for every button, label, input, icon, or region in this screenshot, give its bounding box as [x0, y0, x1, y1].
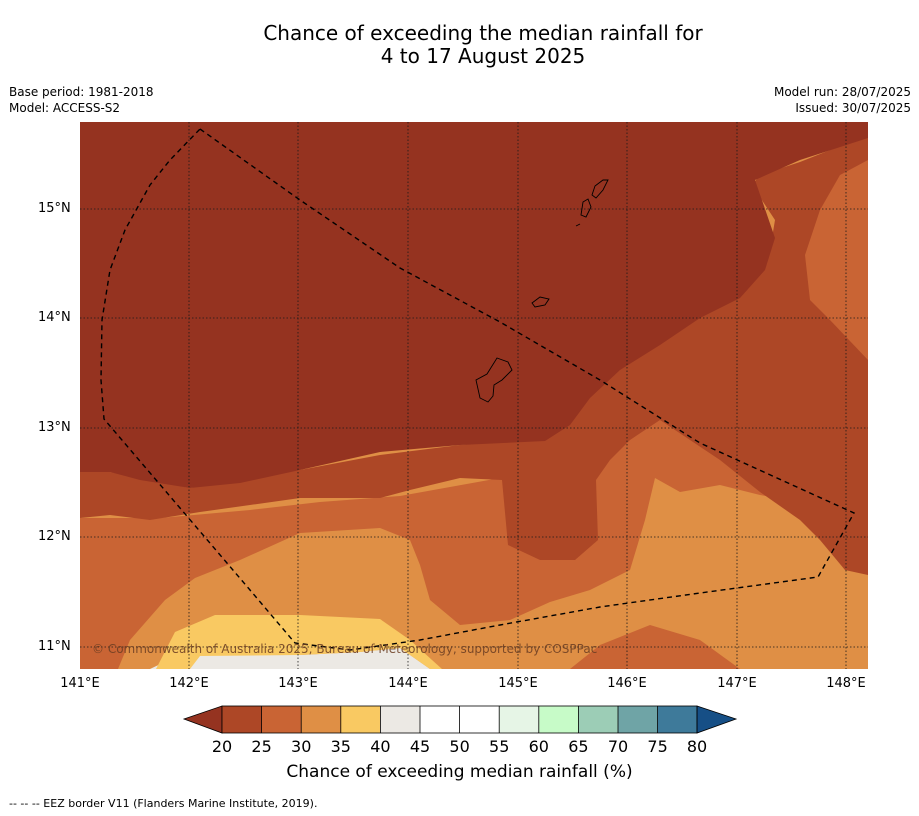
issued-date: Issued: 30/07/2025 — [795, 101, 911, 115]
title-line-2: 4 to 17 August 2025 — [380, 44, 586, 68]
lon-label-147e: 147°E — [717, 676, 757, 691]
copyright-notice: © Commonwealth of Australia 2025, Bureau… — [92, 642, 598, 656]
eez-footnote: -- -- -- EEZ border V11 (Flanders Marine… — [9, 797, 318, 810]
band-20-25 — [80, 135, 868, 575]
aguijan-island — [575, 223, 581, 227]
lon-label-148e: 148°E — [826, 676, 866, 691]
islands — [475, 179, 609, 403]
tinian-island — [580, 198, 592, 218]
lon-label-144e: 144°E — [388, 676, 428, 691]
rota-island — [531, 296, 550, 308]
colorbar — [182, 705, 738, 734]
colorbar-tick-35: 35 — [330, 737, 351, 756]
lat-label-13n: 13°N — [38, 420, 71, 435]
colorbar-tick-45: 45 — [409, 737, 431, 756]
band-35-40 — [156, 615, 442, 669]
lat-label-14n: 14°N — [38, 310, 71, 325]
eez-border — [100, 128, 855, 651]
colorbar-tick-80: 80 — [686, 737, 708, 756]
saipan-island — [591, 179, 609, 199]
colorbar-tick-75: 75 — [647, 737, 668, 756]
lat-label-15n: 15°N — [38, 201, 71, 216]
meta-right: Model run: 28/07/2025 Issued: 30/07/2025 — [774, 84, 911, 116]
colorbar-label: Chance of exceeding median rainfall (%) — [286, 762, 633, 782]
guam-island — [475, 357, 513, 403]
lon-label-146e: 146°E — [607, 676, 647, 691]
base-period: Base period: 1981-2018 — [9, 85, 154, 99]
colorbar-tick-30: 30 — [291, 737, 312, 756]
colorbar-tick-55: 55 — [489, 737, 510, 756]
lat-label-11n: 11°N — [38, 639, 71, 654]
band-below-20 — [80, 122, 868, 488]
colorbar-tick-65: 65 — [568, 737, 589, 756]
colorbar-tick-50: 50 — [449, 737, 470, 756]
model-run: Model run: 28/07/2025 — [773, 85, 911, 99]
colorbar-over-arrow — [696, 705, 738, 734]
colorbar-tick-60: 60 — [528, 737, 549, 756]
meta-left: Base period: 1981-2018 Model: ACCESS-S2 — [9, 84, 154, 116]
title-line-1: Chance of exceeding the median rainfall … — [263, 21, 703, 45]
graticule — [80, 122, 868, 669]
colorbar-tick-70: 70 — [607, 737, 629, 756]
lon-label-145e: 145°E — [498, 676, 538, 691]
model-name: Model: ACCESS-S2 — [9, 101, 121, 115]
colorbar-under-arrow — [182, 705, 223, 734]
lon-label-142e: 142°E — [169, 676, 209, 691]
colorbar-tick-25: 25 — [251, 737, 272, 756]
chart-title: Chance of exceeding the median rainfall … — [0, 22, 919, 68]
lon-label-141e: 141°E — [60, 676, 100, 691]
lon-label-143e: 143°E — [278, 676, 318, 691]
lat-label-12n: 12°N — [38, 529, 71, 544]
colorbar-tick-20: 20 — [211, 737, 233, 756]
colorbar-tick-40: 40 — [370, 737, 391, 756]
